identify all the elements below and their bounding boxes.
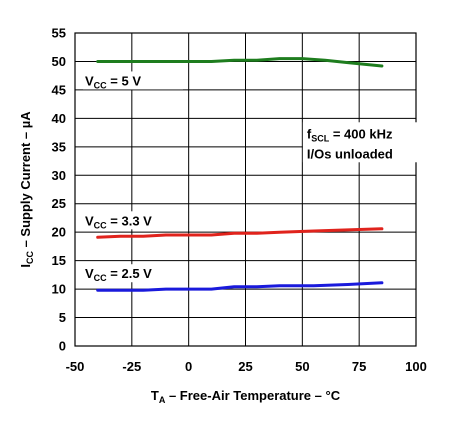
series-label: VCC = 5 V xyxy=(85,73,141,90)
y-tick-label: 0 xyxy=(59,339,66,354)
x-tick-label: 25 xyxy=(238,359,252,374)
annotation-ios-unloaded: I/Os unloaded xyxy=(307,146,393,161)
y-tick-label: 35 xyxy=(52,139,66,154)
y-tick-label: 25 xyxy=(52,196,66,211)
x-tick-label: -50 xyxy=(66,359,85,374)
x-tick-label: 75 xyxy=(352,359,366,374)
series-line-2 xyxy=(96,281,384,292)
tick-labels: 0 5 10 15 20 25 30 35 40 45 50 55 -50 -25 0 25 50 75 100 xyxy=(52,26,427,375)
y-tick-label: 40 xyxy=(52,111,66,126)
annotation-bg xyxy=(302,122,423,163)
series-line-0 xyxy=(96,57,384,68)
series-label-bg xyxy=(83,264,183,283)
series-lines xyxy=(96,57,384,292)
series-label-bg xyxy=(83,211,183,230)
x-tick-label: 50 xyxy=(295,359,309,374)
y-tick-label: 15 xyxy=(52,253,66,268)
y-axis-title: ICC – Supply Current – µA xyxy=(18,111,35,268)
y-tick-label: 45 xyxy=(52,82,66,97)
x-axis-title: TA – Free-Air Temperature – °C xyxy=(151,388,341,405)
plot-frame xyxy=(74,32,417,347)
annotation-fscl: fSCL = 400 kHz xyxy=(307,126,393,143)
series-line-1 xyxy=(96,227,384,239)
series-label: VCC = 2.5 V xyxy=(85,266,152,283)
x-tick-label: 100 xyxy=(405,359,427,374)
y-tick-label: 55 xyxy=(52,26,66,41)
series-label-bg xyxy=(83,71,183,90)
y-tick-label: 30 xyxy=(52,168,66,183)
x-tick-label: 0 xyxy=(185,359,192,374)
y-tick-label: 5 xyxy=(59,310,66,325)
x-tick-label: -25 xyxy=(122,359,141,374)
series-label: VCC = 3.3 V xyxy=(85,213,152,230)
y-tick-label: 10 xyxy=(52,282,66,297)
series-labels: VCC = 5 V VCC = 3.3 V VCC = 2.5 V fSCL = 40… xyxy=(83,71,423,283)
y-tick-label: 50 xyxy=(52,54,66,69)
y-tick-label: 20 xyxy=(52,225,66,240)
